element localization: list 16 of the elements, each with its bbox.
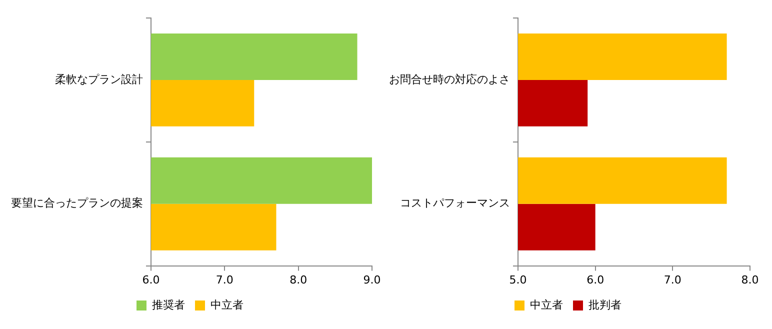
x-tick-label: 6.0: [142, 273, 160, 286]
legend-label: 批判者: [588, 298, 622, 312]
x-tick-label: 8.0: [741, 273, 759, 286]
x-tick-label: 9.0: [363, 273, 381, 286]
legend-label: 中立者: [210, 298, 244, 312]
y-tick-label: コストパフォーマンス: [400, 196, 510, 210]
x-tick-label: 5.0: [509, 273, 527, 286]
x-tick-label: 7.0: [216, 273, 234, 286]
y-tick-label: 柔軟なプラン設計: [55, 72, 143, 86]
legend-label: 中立者: [530, 298, 563, 312]
x-tick-label: 7.0: [664, 273, 682, 286]
x-tick-label: 8.0: [290, 273, 308, 286]
legend-label: 推奨者: [152, 298, 185, 312]
y-tick-label: 要望に合ったプランの提案: [11, 196, 143, 210]
x-tick-label: 6.0: [586, 273, 604, 286]
y-tick-label: お問合せ時の対応のよさ: [389, 72, 510, 86]
